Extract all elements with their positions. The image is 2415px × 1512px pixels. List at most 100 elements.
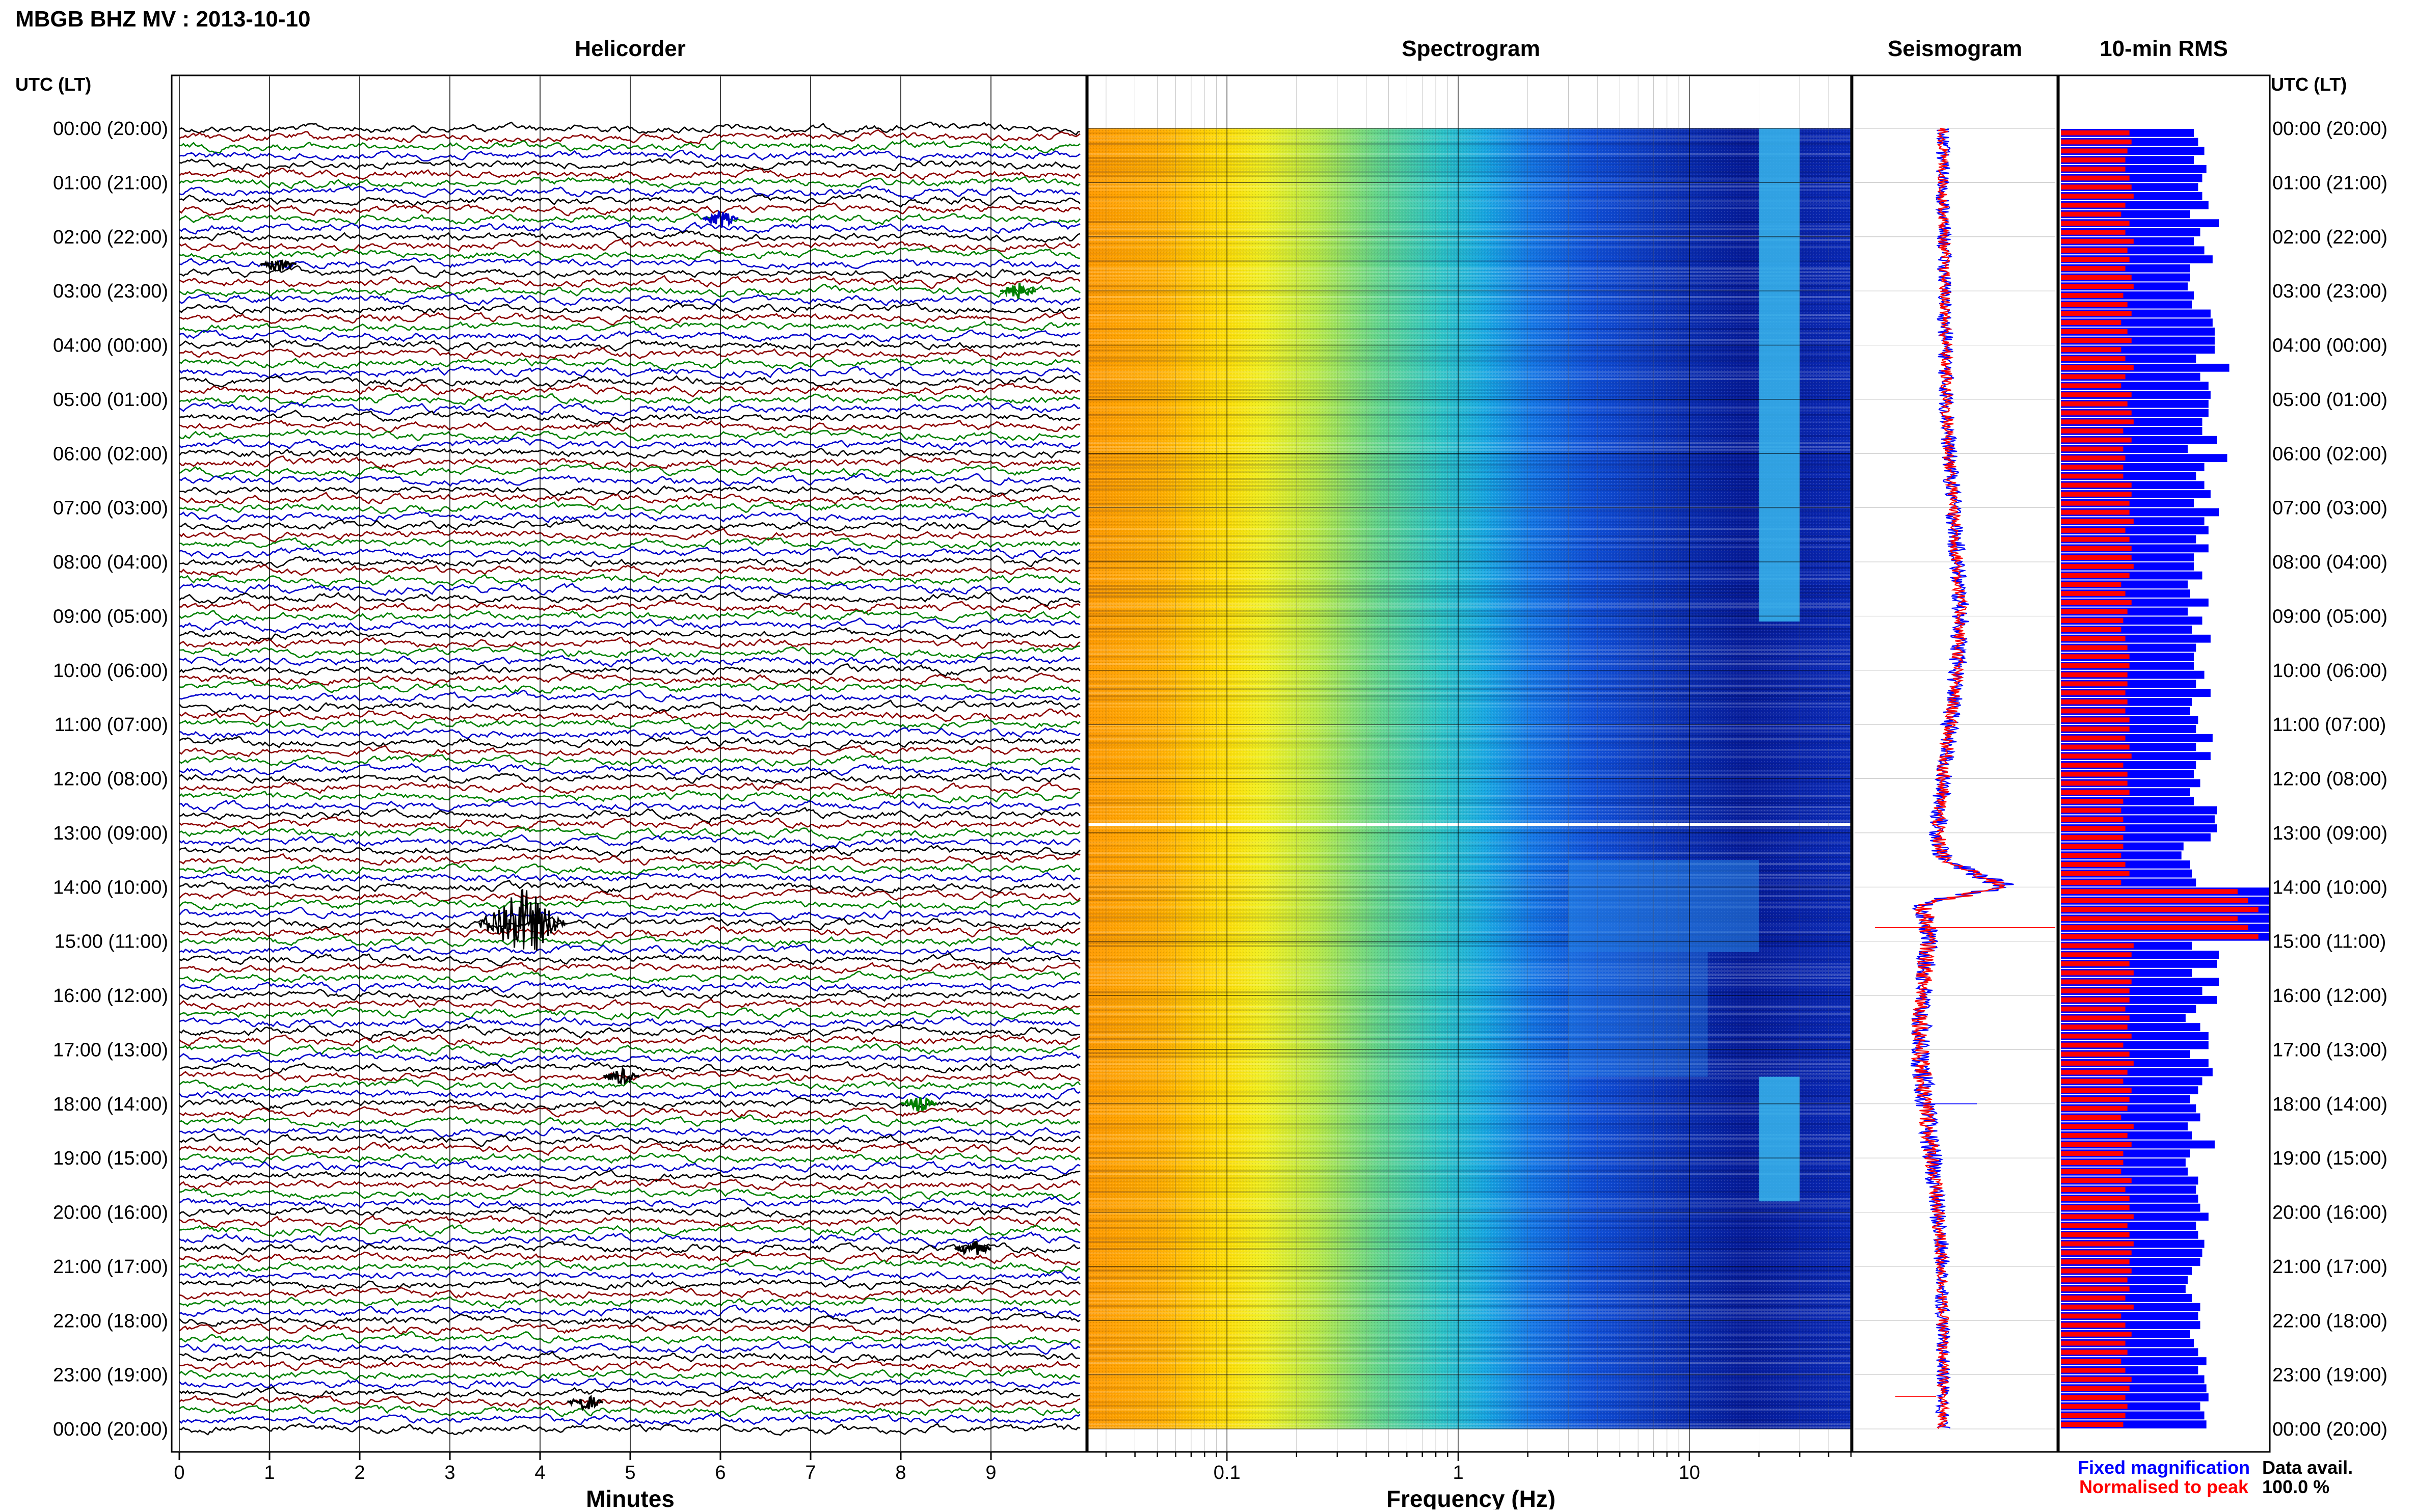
spectrogram-streak [1088,200,1851,202]
spectrogram-streak [1088,499,1851,501]
spectrogram-streak [1088,970,1851,972]
spectrogram-streak [1088,767,1851,769]
helicorder-trace [179,555,1081,569]
spectrogram-streak [1088,1209,1851,1211]
spectrogram-streak [1088,1366,1851,1368]
rms-bar-normalised [2061,437,2132,443]
rms-bar-normalised [2061,880,2122,885]
spectrogram-streak [1088,267,1851,269]
spectrogram-streak [1088,631,1851,633]
spectrogram-streak [1088,1020,1851,1022]
legend-fixed-magnification: Fixed magnification [2078,1457,2250,1478]
spectrogram-streak [1088,467,1851,469]
spectrogram-streak [1088,906,1851,908]
rms-bar-normalised [2061,1024,2128,1030]
rms-bar-normalised [2061,157,2126,163]
rms-bar-normalised [2061,329,2128,334]
spectrogram-streaks [1088,128,1851,1428]
helicorder-trace [179,1285,1081,1300]
spectrogram-streak [1088,763,1851,765]
helicorder-tick-label: 9 [985,1462,996,1483]
helicorder-trace [178,1088,1081,1100]
spectrogram-streak [1088,1205,1851,1207]
helicorder-trace [179,563,1081,578]
rms-bar-normalised [2061,1268,2132,1274]
rms-bar-normalised [2061,1097,2130,1102]
spectrogram-title: Spectrogram [1402,36,1540,61]
spectrogram-streak [1088,578,1851,580]
rms-bar-normalised [2061,194,2134,199]
helicorder-trace [179,311,1081,326]
helicorder-trace [179,492,1081,506]
spectrogram-streak [1088,571,1851,573]
helicorder-trace [179,952,1081,967]
spectrogram-streak [1088,1141,1851,1143]
spectrogram-streak [1088,1073,1851,1075]
spectrogram-tick-label: 0.1 [1214,1462,1241,1483]
spectrogram-streak [1088,1109,1851,1111]
figure-title: MBGB BHZ MV : 2013-10-10 [15,7,310,32]
rms-bar-normalised [2061,509,2130,515]
helicorder-trace [179,1359,1081,1373]
helicorder-frame [171,74,1087,1453]
spectrogram-streak [1088,556,1851,558]
spectrogram-streak [1088,1220,1851,1222]
time-label-right: 10:00 (06:00) [2272,660,2387,682]
helicorder-trace [179,1251,1081,1265]
spectrogram-streak [1088,663,1851,665]
spectrogram-streak [1088,185,1851,187]
spectrogram-streak [1088,667,1851,669]
spectrogram-streak [1088,421,1851,423]
spectrogram-streak [1088,221,1851,223]
rms-bar-normalised [2061,536,2130,542]
spectrogram-streak [1088,481,1851,483]
spectrogram-streak [1088,1120,1851,1122]
spectrogram-streak [1088,941,1851,943]
spectrogram-streak [1088,424,1851,426]
time-label-left: 04:00 (00:00) [53,335,168,357]
rms-bar-normalised [2061,771,2128,777]
spectrogram-streak [1088,920,1851,922]
helicorder-trace [179,339,1081,352]
time-label-left: 13:00 (09:00) [53,823,168,844]
spectrogram-streak [1088,132,1851,134]
spectrogram-streak [1088,685,1851,687]
rms-bar-normalised [2061,482,2132,488]
rms-bar-normalised [2061,1259,2130,1264]
rms-bar-normalised [2061,961,2130,966]
helicorder-tick-label: 7 [805,1462,816,1483]
spectrogram-streak [1088,899,1851,901]
time-label-right: 00:00 (20:00) [2272,118,2387,140]
spectrogram-streak [1088,524,1851,526]
spectrogram-streak [1088,788,1851,790]
helicorder-trace [179,627,1081,642]
spectrogram-streak [1088,1091,1851,1093]
spectrogram-streak [1088,385,1851,387]
helicorder-trace [179,781,1081,795]
helicorder-trace [179,401,1081,417]
helicorder-trace [179,284,1081,298]
time-label-left: 15:00 (11:00) [55,931,168,953]
helicorder-trace [179,888,1081,903]
spectrogram-streak [1088,235,1851,237]
spectrogram-streak [1088,510,1851,512]
helicorder-trace [179,1404,1081,1418]
rms-bar-normalised [2061,753,2132,759]
spectrogram-streak [1088,692,1851,694]
helicorder-trace [179,265,1081,280]
spectrogram-streak [1088,1380,1851,1382]
rms-bar-normalised [2061,1304,2134,1310]
spectrogram-streak [1088,742,1851,744]
spectrogram-streak [1088,285,1851,287]
helicorder-tick-label: 1 [264,1462,275,1483]
spectrogram-streak [1088,799,1851,801]
spectrogram-streak [1088,1038,1851,1040]
time-label-right: 18:00 (14:00) [2272,1094,2387,1115]
rms-bar-normalised [2061,618,2124,624]
helicorder-trace [179,826,1081,841]
helicorder-trace [179,1340,1081,1355]
rms-bar-normalised [2061,1042,2124,1048]
spectrogram-streak [1088,378,1851,380]
helicorder-trace [179,1051,1081,1066]
